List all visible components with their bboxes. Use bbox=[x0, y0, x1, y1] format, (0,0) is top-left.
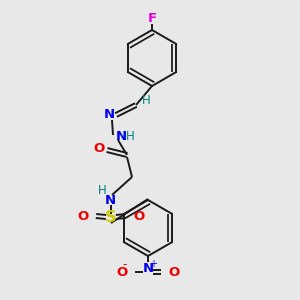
Text: -: - bbox=[123, 259, 127, 272]
Text: O: O bbox=[134, 209, 145, 223]
Text: N: N bbox=[103, 107, 115, 121]
Text: N: N bbox=[104, 194, 116, 208]
Text: O: O bbox=[168, 266, 180, 278]
Text: S: S bbox=[105, 209, 117, 224]
Text: O: O bbox=[116, 266, 128, 278]
Text: H: H bbox=[98, 184, 106, 197]
Text: N: N bbox=[142, 262, 154, 275]
Text: H: H bbox=[142, 94, 150, 107]
Text: F: F bbox=[147, 11, 157, 25]
Text: N: N bbox=[116, 130, 127, 142]
Text: +: + bbox=[149, 259, 157, 269]
Text: H: H bbox=[126, 130, 134, 142]
Text: O: O bbox=[93, 142, 105, 154]
Text: O: O bbox=[77, 209, 88, 223]
